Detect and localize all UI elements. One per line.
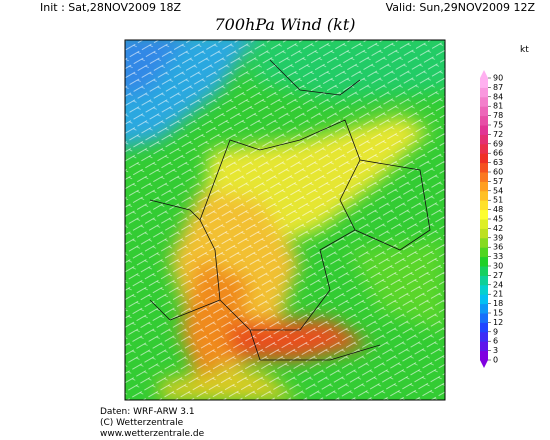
colorbar-band — [480, 228, 488, 239]
colorbar-band — [480, 162, 488, 173]
colorbar-tick-label: 81 — [493, 102, 503, 111]
footer-line: www.wetterzentrale.de — [100, 429, 205, 439]
colorbar-band — [480, 247, 488, 258]
colorbar-tick-label: 69 — [493, 139, 503, 148]
colorbar-band — [480, 237, 488, 248]
map-frame — [124, 39, 446, 401]
colorbar-band — [480, 172, 488, 182]
colorbar-tick-label: 57 — [493, 177, 503, 186]
colorbar-band — [480, 200, 488, 211]
colorbar-tick-label: 30 — [493, 262, 503, 271]
colorbar-tick-label: 54 — [493, 186, 503, 195]
colorbar-tick-label: 51 — [493, 196, 503, 205]
colorbar-band — [480, 209, 488, 220]
colorbar-tick-label: 12 — [493, 318, 503, 327]
colorbar-band — [480, 190, 488, 201]
colorbar-arrow — [480, 70, 488, 78]
colorbar-tick-label: 84 — [493, 92, 503, 101]
colorbar-band — [480, 322, 488, 333]
colorbar-band — [480, 115, 488, 126]
colorbar-tick-label: 78 — [493, 111, 503, 120]
colorbar-tick-label: 45 — [493, 215, 503, 224]
colorbar-band — [480, 153, 488, 164]
colorbar-band — [480, 87, 488, 98]
colorbar-tick-label: 39 — [493, 233, 503, 242]
valid-time: Valid: Sun,29NOV2009 12Z — [386, 1, 536, 14]
colorbar: 0369121518212427303336394245485154576063… — [480, 70, 503, 368]
colorbar-band — [480, 181, 488, 192]
colorbar-tick-label: 6 — [493, 337, 498, 346]
footer-line: Daten: WRF-ARW 3.1 — [100, 407, 195, 417]
colorbar-tick-label: 27 — [493, 271, 503, 280]
colorbar-tick-label: 66 — [493, 149, 503, 158]
colorbar-band — [480, 143, 488, 154]
colorbar-band — [480, 294, 488, 305]
map — [125, 40, 445, 400]
colorbar-band — [480, 350, 488, 361]
colorbar-band — [480, 256, 488, 267]
colorbar-tick-label: 75 — [493, 121, 503, 130]
colorbar-tick-label: 90 — [493, 74, 503, 83]
colorbar-tick-label: 87 — [493, 83, 503, 92]
colorbar-tick-label: 42 — [493, 224, 503, 233]
colorbar-tick-label: 21 — [493, 290, 503, 299]
colorbar-band — [480, 106, 488, 117]
colorbar-tick-label: 0 — [493, 356, 498, 365]
colorbar-band — [480, 96, 488, 107]
colorbar-tick-label: 48 — [493, 205, 503, 214]
colorbar-tick-label: 63 — [493, 158, 503, 167]
colorbar-band — [480, 266, 488, 276]
colorbar-band — [480, 275, 488, 286]
colorbar-tick-label: 9 — [493, 327, 498, 336]
colorbar-band — [480, 313, 488, 323]
colorbar-band — [480, 284, 488, 295]
colorbar-tick-label: 24 — [493, 280, 503, 289]
colorbar-unit: kt — [520, 45, 529, 55]
colorbar-band — [480, 303, 488, 314]
colorbar-tick-label: 72 — [493, 130, 503, 139]
colorbar-tick-label: 33 — [493, 252, 503, 261]
colorbar-tick-label: 15 — [493, 309, 503, 318]
colorbar-tick-label: 60 — [493, 168, 503, 177]
colorbar-band — [480, 219, 488, 229]
colorbar-band — [480, 341, 488, 352]
colorbar-band — [480, 78, 488, 88]
colorbar-band — [480, 134, 488, 145]
colorbar-tick-label: 36 — [493, 243, 503, 252]
colorbar-band — [480, 331, 488, 342]
colorbar-tick-label: 3 — [493, 346, 498, 355]
colorbar-band — [480, 125, 488, 135]
footer-line: (C) Wetterzentrale — [100, 418, 184, 428]
colorbar-arrow — [480, 360, 488, 368]
init-time: Init : Sat,28NOV2009 18Z — [40, 1, 182, 14]
colorbar-tick-label: 18 — [493, 299, 503, 308]
map-title: 700hPa Wind (kt) — [214, 15, 355, 34]
